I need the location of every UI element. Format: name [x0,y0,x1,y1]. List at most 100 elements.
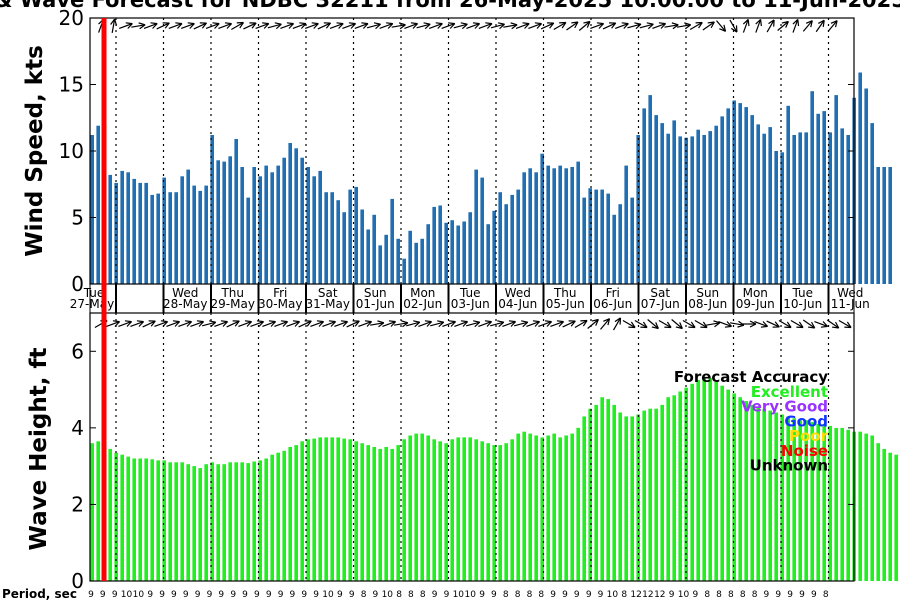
wind-bar [834,95,838,284]
wave-bar [864,433,868,581]
period-label: 8 [408,590,414,600]
wave-direction-arrow-icon [466,320,481,328]
wind-bar [768,127,772,284]
period-label: 8 [420,590,426,600]
period-label: 10 [382,590,394,600]
period-label: 9 [266,590,272,600]
legend-item: Noise [781,442,828,460]
period-label: 9 [254,590,260,600]
wave-bar [480,441,484,581]
wind-bar [144,182,148,284]
wind-bar [576,161,580,284]
wind-bar [198,190,202,284]
legend-item: Unknown [750,457,828,475]
date-label: 27-May [70,297,114,311]
wave-bar [840,427,844,581]
wave-direction-arrow-icon [718,321,733,328]
wave-direction-arrow-icon [612,317,622,331]
wind-bar [744,107,748,284]
wind-bar [396,238,400,284]
wind-direction-arrow-icon [590,22,605,29]
wind-bar [858,72,862,284]
period-label: 9 [195,590,201,600]
wind-bar [618,204,622,284]
wave-direction-arrow-icon [600,318,611,330]
wind-direction-arrow-icon [827,20,838,32]
day-name-label: Wed [172,286,198,300]
wave-bar [144,458,148,581]
period-label: 10 [453,590,465,600]
wave-bar [474,439,478,581]
wave-bar [276,452,280,581]
wind-direction-arrow-icon [205,22,220,29]
wave-direction-arrow-icon [370,320,385,328]
wind-y-tick-label: 20 [59,6,84,30]
wave-bar [684,387,688,581]
wave-bar [348,439,352,581]
wind-bar [150,194,154,284]
wind-direction-arrow-icon [777,20,789,31]
wind-bar [882,167,886,284]
wind-bar [156,193,160,284]
wind-direction-arrow-icon [503,22,518,30]
period-label: 9 [775,590,781,600]
wave-bar [126,456,130,581]
wave-bar [834,427,838,581]
wind-direction-arrow-icon [218,22,233,29]
wave-y-tick-label: 4 [71,416,84,440]
period-label: 9 [183,590,189,600]
wind-direction-arrow-icon [528,22,543,29]
wave-direction-arrow-icon [322,320,337,327]
wave-bar [252,461,256,581]
wind-bar [420,238,424,284]
wave-bar [156,460,160,581]
period-label: 9 [432,590,438,600]
wave-direction-arrow-icon [671,319,683,330]
wind-bar [504,204,508,284]
wind-bar [624,165,628,284]
wave-direction-arrow-icon [550,320,565,327]
wind-bar [738,103,742,284]
wind-direction-arrow-icon [441,22,456,29]
wind-direction-arrow-icon [317,22,332,30]
day-name-label: Sat [650,286,670,300]
wind-bar [588,188,592,284]
wind-direction-arrow-icon [478,22,493,29]
wind-bar [672,120,676,285]
legend-title: Forecast Accuracy [674,368,828,386]
date-label: 08-Jun [688,297,727,311]
wave-bar [798,420,802,581]
wind-direction-arrow-icon [305,22,319,29]
wind-bar [816,113,820,284]
wave-direction-arrow-icon [394,320,409,328]
wave-direction-arrow-icon [647,319,659,330]
wind-bar [720,116,724,285]
wave-bar [528,433,532,581]
wind-bar [726,108,730,285]
wind-bar [888,167,892,284]
wave-bar [630,416,634,581]
wave-bar [456,437,460,581]
day-name-label: Tue [792,286,814,300]
wave-bar [492,445,496,581]
wind-direction-arrow-icon [615,22,629,29]
wind-bar [558,165,562,284]
wind-bar [324,192,328,284]
wave-direction-arrow-icon [190,320,205,327]
wave-bar [384,447,388,581]
period-label: 8 [621,590,627,600]
wind-direction-arrow-icon [815,19,825,33]
wave-direction-arrow-icon [658,319,672,329]
wave-direction-arrow-icon [226,320,240,328]
wave-bar [588,408,592,581]
wind-bar [342,212,346,284]
wind-bar [798,132,802,284]
date-label: 07-Jun [641,297,680,311]
wave-bar [264,458,268,581]
wave-bar [288,447,292,581]
period-label: 9 [88,590,94,600]
wave-direction-arrow-icon [298,320,312,328]
wind-bars [90,72,892,285]
wave-direction-arrow-icon [382,320,397,327]
wave-bar [870,435,874,581]
